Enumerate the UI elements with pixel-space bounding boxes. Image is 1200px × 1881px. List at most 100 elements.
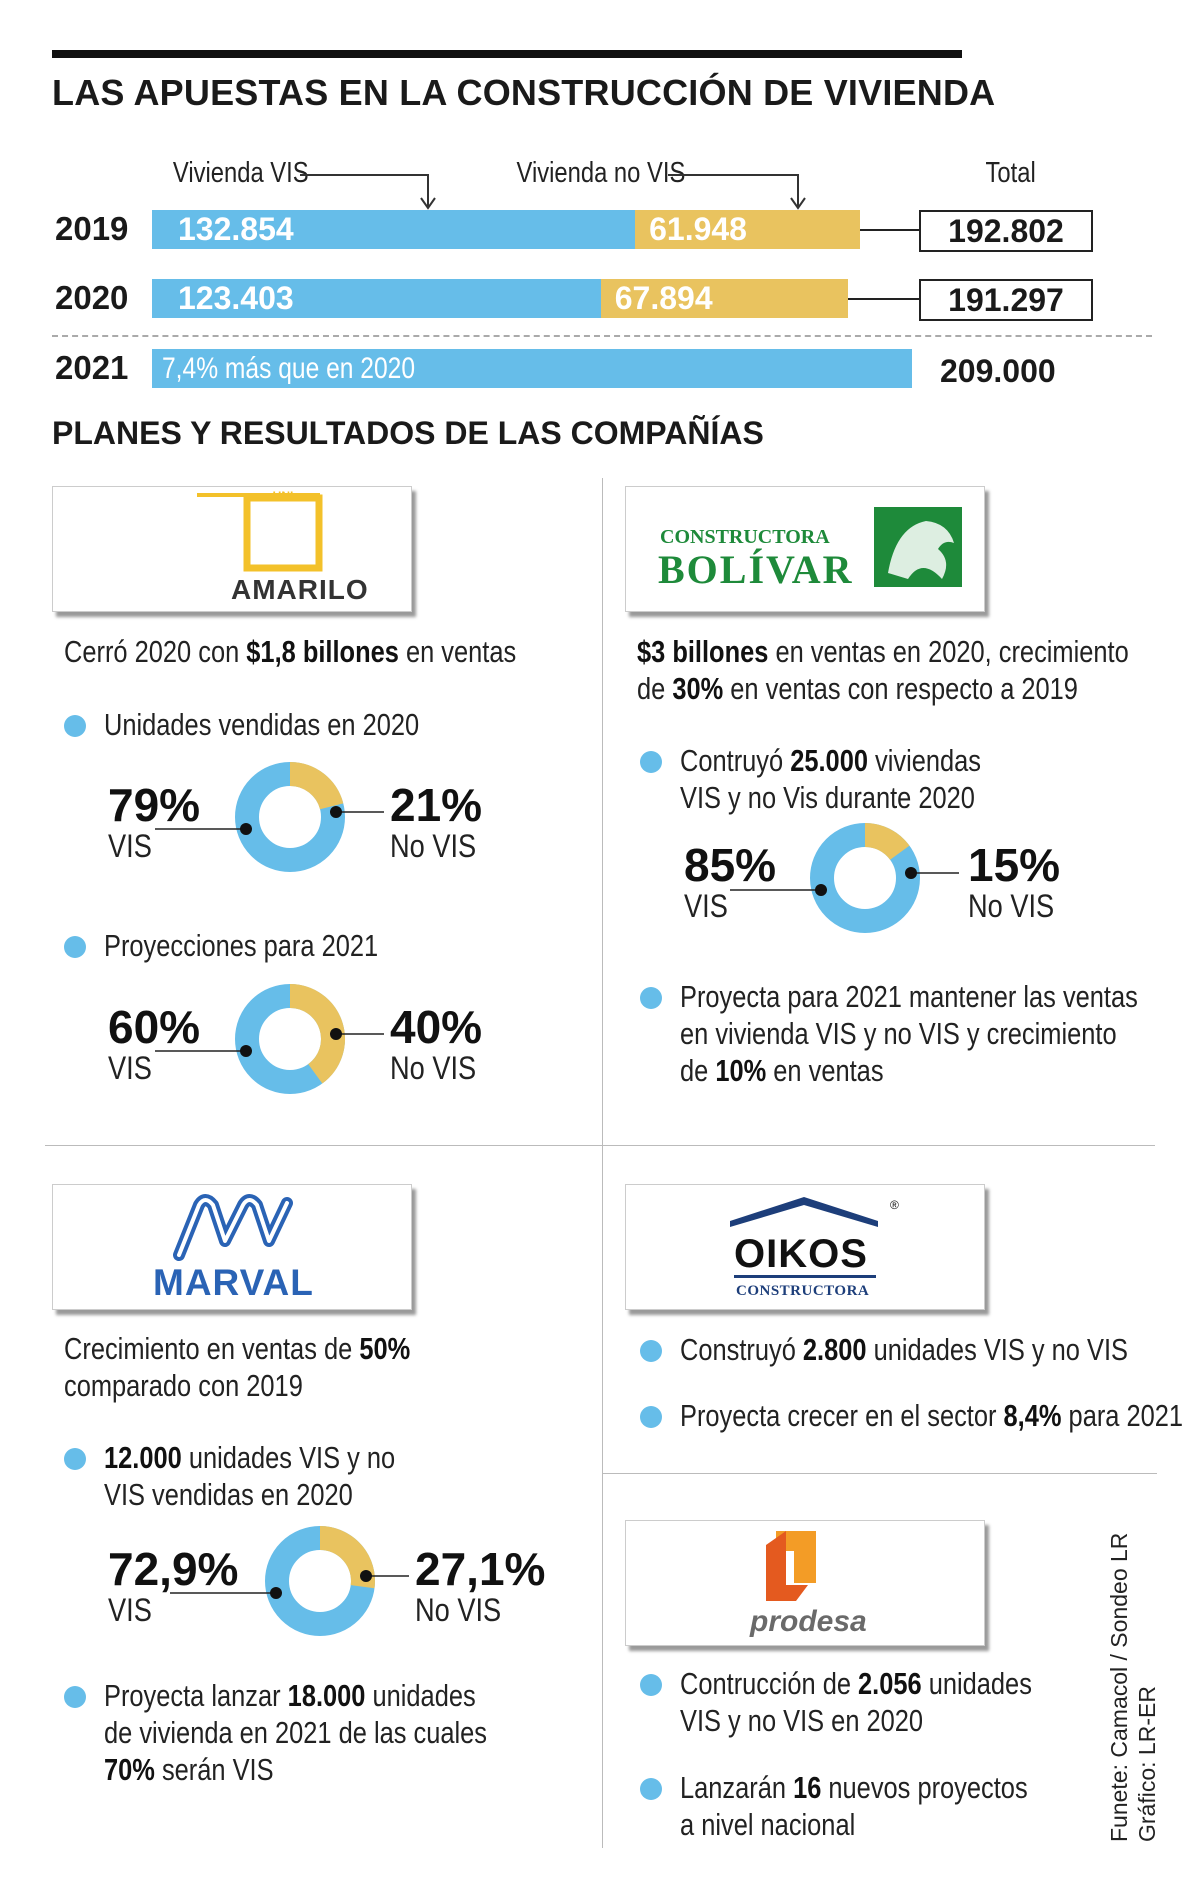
prodesa-logo-card: prodesa <box>625 1520 985 1646</box>
bullet-dot <box>64 936 86 958</box>
bolivar-bullet-2c: de 10% en ventas <box>680 1053 884 1088</box>
bolivar-sales-line-2: de 30% en ventas con respecto a 2019 <box>637 671 1078 706</box>
oikos-bullet-2: Proyecta crecer en el sector 8,4% para 2… <box>680 1398 1184 1433</box>
donut-4-vis-pct: 72,9% <box>108 1543 239 1595</box>
bullet-dot <box>64 1686 86 1708</box>
leader-dot-vis <box>240 823 252 835</box>
bolivar-bullet-1a: Contruyó 25.000 viviendas <box>680 743 982 778</box>
oikos-roof-icon <box>730 1197 878 1227</box>
leader-dot-novis <box>360 1570 372 1582</box>
amarilo-logo-text: AMARILO <box>231 574 369 605</box>
donut-slice-novis <box>319 1526 375 1589</box>
total-connector-2019 <box>860 229 919 231</box>
prodesa-bullet-1a: Contrucción de 2.056 unidades <box>680 1666 1032 1701</box>
bar-vis-2019 <box>152 210 636 249</box>
oikos-bullet-1: Construyó 2.800 unidades VIS y no VIS <box>680 1332 1128 1367</box>
section-title: PLANES Y RESULTADOS DE LAS COMPAÑÍAS <box>52 415 764 451</box>
bar-novis-2019 <box>635 210 861 249</box>
bolivar-bullet-2a: Proyecta para 2021 mantener las ventas <box>680 979 1138 1014</box>
divider-dashed <box>52 335 1152 337</box>
prodesa-logo: prodesa <box>749 1531 867 1638</box>
donut-2-vis-label: VIS <box>108 1050 152 1086</box>
bar-novis-2020 <box>600 279 848 318</box>
bullet-dot <box>64 1448 86 1470</box>
value-label-novis-2020: 67.894 <box>614 280 713 316</box>
amarilo-logo: UNI AMARILO <box>197 489 369 605</box>
legend-novis: Vivienda no VIS <box>516 157 686 189</box>
donut-3-novis-pct: 15% <box>968 839 1061 891</box>
bullet-dot <box>640 987 662 1009</box>
source-note: Funete: Camacol / Sondeo LR Gráfico: LR-… <box>1105 1533 1161 1842</box>
donut-chart-bolivar <box>730 823 959 933</box>
year-label-2021: 2021 <box>55 349 129 386</box>
donut-2-vis-pct: 60% <box>108 1001 201 1053</box>
oikos-logo: ® OIKOS CONSTRUCTORA <box>730 1197 899 1299</box>
donut-3-novis-label: No VIS <box>968 888 1055 924</box>
grid-divider-vertical <box>602 478 603 1848</box>
marval-logo: MARVAL <box>153 1194 314 1303</box>
donut-2-novis-pct: 40% <box>390 1001 483 1053</box>
bolivar-logo-big-text: BOLÍVAR <box>658 547 854 592</box>
amarilo-bullet-1: Unidades vendidas en 2020 <box>104 707 420 742</box>
annotation-2021: 7,4% más que en 2020 <box>162 352 416 385</box>
prodesa-logo-text: prodesa <box>749 1605 867 1638</box>
donut-4-novis-pct: 27,1% <box>415 1543 546 1595</box>
year-label-2020: 2020 <box>55 279 129 316</box>
source-line: Funete: Camacol / Sondeo LR <box>1106 1532 1132 1842</box>
donut-2-novis-label: No VIS <box>390 1050 477 1086</box>
marval-bullet-2a: Proyecta lanzar 18.000 unidades <box>104 1678 476 1713</box>
legend-vis-arrow <box>300 174 436 210</box>
bullet-dot <box>640 1340 662 1362</box>
donut-slice-novis <box>864 823 910 861</box>
donut-1-novis-label: No VIS <box>390 828 477 864</box>
page-title: LAS APUESTAS EN LA CONSTRUCCIÓN DE VIVIE… <box>52 72 996 113</box>
donut-1-vis-label: VIS <box>108 828 152 864</box>
leader-dot-novis <box>330 1028 342 1040</box>
prodesa-bullet-2a: Lanzarán 16 nuevos proyectos <box>680 1770 1028 1805</box>
oikos-logo-card: ® OIKOS CONSTRUCTORA <box>625 1184 985 1310</box>
donut-3-vis-label: VIS <box>684 888 728 924</box>
bolivar-bullet-1b: VIS y no Vis durante 2020 <box>680 780 975 815</box>
year-label-2019: 2019 <box>55 210 129 247</box>
marval-bullet-2c: 70% serán VIS <box>104 1752 274 1787</box>
leader-dot-vis <box>815 884 827 896</box>
leader-dot-vis <box>240 1045 252 1057</box>
amarilo-sales-line: Cerró 2020 con $1,8 billones en ventas <box>64 634 517 669</box>
donut-chart-marval <box>170 1526 409 1636</box>
donut-1-novis-pct: 21% <box>390 779 483 831</box>
top-rule <box>52 50 962 58</box>
total-box-2019: 192.802 <box>919 210 1093 252</box>
amarilo-bullet-2: Proyecciones para 2021 <box>104 928 379 963</box>
leader-dot-vis <box>270 1587 282 1599</box>
marval-bullet-1b: VIS vendidas en 2020 <box>104 1477 353 1512</box>
legend-total: Total <box>985 157 1036 189</box>
marval-sales-line-2: comparado con 2019 <box>64 1368 303 1403</box>
bolivar-bullet-2b: en vivienda VIS y no VIS y crecimiento <box>680 1016 1117 1051</box>
oikos-registered-mark: ® <box>890 1198 899 1212</box>
marval-logo-text: MARVAL <box>153 1262 314 1303</box>
donut-chart-amarilo-2021 <box>155 984 384 1094</box>
bolivar-logo: CONSTRUCTORA BOLÍVAR <box>658 507 962 592</box>
donut-1-vis-pct: 79% <box>108 779 201 831</box>
amarilo-logo-top-text: UNI <box>273 489 294 503</box>
bolivar-emblem-figure <box>888 521 954 579</box>
legend-novis-arrow <box>668 174 806 210</box>
leader-dot-novis <box>330 806 342 818</box>
donut-3-vis-pct: 85% <box>684 839 777 891</box>
bullet-dot <box>640 1778 662 1800</box>
amarilo-logo-card: UNI AMARILO <box>52 486 412 612</box>
leader-dot-novis <box>905 867 917 879</box>
prodesa-mark-bottom <box>766 1531 808 1601</box>
marval-bullet-2b: de vivienda en 2021 de las cuales <box>104 1715 487 1750</box>
value-label-vis-2020: 123.403 <box>178 280 294 316</box>
value-label-vis-2019: 132.854 <box>178 211 294 247</box>
bullet-dot <box>64 715 86 737</box>
bullet-dot <box>640 1674 662 1696</box>
oikos-logo-text: OIKOS <box>734 1232 868 1276</box>
donut-4-vis-label: VIS <box>108 1592 152 1628</box>
marval-logo-mark-inner <box>177 1198 289 1257</box>
bolivar-sales-line-1: $3 billones en ventas en 2020, crecimien… <box>637 634 1129 669</box>
bolivar-logo-small-text: CONSTRUCTORA <box>660 526 830 548</box>
bar-2021 <box>152 349 912 388</box>
donut-slice-novis <box>289 762 344 810</box>
